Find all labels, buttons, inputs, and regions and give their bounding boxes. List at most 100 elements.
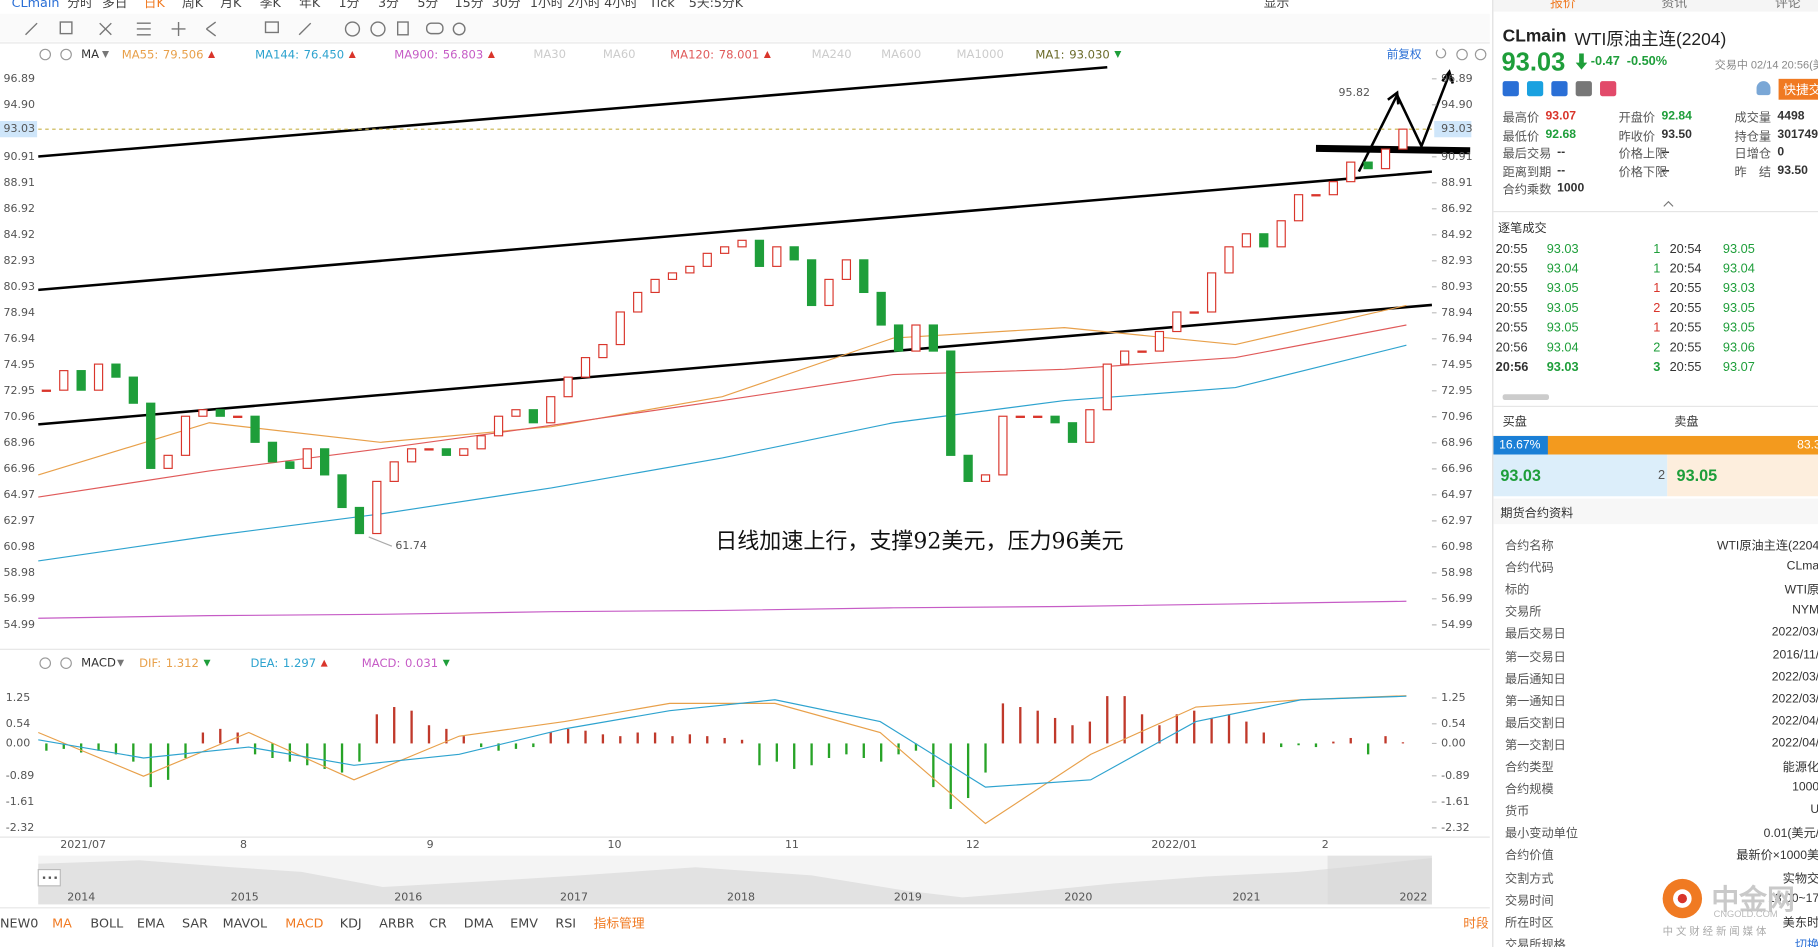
collapse	[1663, 197, 1675, 207]
period-tab[interactable]: Tick	[648, 0, 675, 11]
indicator-tab[interactable]: CR	[429, 917, 447, 932]
x-tick-label: 11	[785, 838, 799, 851]
indicator-tab[interactable]: MAVOL	[223, 917, 268, 932]
info-value: WTI原	[1784, 583, 1818, 598]
indicator-name: MACD	[81, 656, 116, 670]
indicator-manage[interactable]: 指标管理	[594, 917, 645, 932]
period-tab[interactable]: 周K	[182, 0, 204, 11]
indicator-tab[interactable]: SAR	[182, 917, 208, 932]
candle	[1189, 311, 1199, 314]
divider	[1493, 405, 1818, 407]
indicator-tab[interactable]: NEW0	[0, 917, 38, 932]
period-tab[interactable]: 季K	[260, 0, 282, 11]
y-tick-label: 80.93	[3, 280, 35, 293]
indicator-tab[interactable]: DMA	[464, 917, 494, 932]
macd-bar	[723, 737, 726, 744]
period-tab[interactable]: 年K	[299, 0, 321, 11]
candle	[285, 461, 295, 469]
info-value: 能源化	[1782, 760, 1818, 775]
stat-label: 合约乘数	[1502, 183, 1552, 198]
period-tab[interactable]: 1分	[339, 0, 360, 11]
period-tab[interactable]: 日K	[144, 0, 166, 11]
icon	[1526, 81, 1544, 97]
stat-value: 93.07	[1545, 108, 1577, 123]
stat-value: 92.68	[1545, 126, 1577, 141]
icon	[344, 21, 361, 37]
ma-line	[38, 304, 1407, 476]
quick-trade[interactable]: 快捷交	[1778, 78, 1818, 100]
candle	[1276, 220, 1286, 248]
icon	[1575, 81, 1592, 97]
indicator-tab[interactable]: MACD	[285, 917, 323, 932]
macd-bar	[827, 743, 831, 758]
indicator-tab[interactable]: KDJ	[340, 917, 362, 932]
overview-area	[38, 857, 1432, 905]
macd-bar	[410, 710, 413, 744]
macd-bar	[671, 736, 674, 744]
trade-price: 93.03	[1546, 360, 1579, 375]
indicator-tab[interactable]: MA	[52, 917, 72, 932]
session-button[interactable]: 时段	[1463, 917, 1489, 932]
x-tick-label: 12	[966, 838, 980, 851]
macd-bar	[984, 743, 987, 773]
macd-bar	[949, 743, 952, 809]
panel-tab[interactable]: 报价	[1550, 0, 1576, 11]
info-value: NYM	[1792, 603, 1818, 618]
indicator-tab[interactable]: EMA	[137, 917, 165, 932]
panel-tab[interactable]: 资讯	[1661, 0, 1687, 11]
period-tab[interactable]: 5分	[417, 0, 438, 11]
period-tab[interactable]: 3分	[378, 0, 399, 11]
candle	[215, 409, 225, 417]
stat-value: --	[1661, 162, 1670, 177]
bid-pct: 16.67%	[1499, 438, 1541, 453]
toolbar-bg	[0, 13, 1490, 42]
period-tab[interactable]: 15分	[455, 0, 484, 11]
macd-bar	[114, 743, 118, 755]
chevron[interactable]	[1663, 200, 1675, 208]
macd-line	[38, 695, 1407, 825]
period-tab[interactable]: 2小时	[567, 0, 601, 11]
trade-price: 93.05	[1722, 301, 1755, 316]
candle	[337, 474, 347, 509]
trade-time: 20:55	[1495, 281, 1528, 296]
candle	[180, 415, 191, 456]
period-tab[interactable]: 5天:5分K	[689, 0, 744, 11]
period-tab[interactable]: 30分	[492, 0, 521, 11]
candle	[372, 480, 382, 535]
period-tab[interactable]: 4小时	[604, 0, 638, 11]
period-tab[interactable]: 1小时	[530, 0, 564, 11]
indicator-tab[interactable]: EMV	[510, 917, 538, 932]
bell-icon	[1756, 81, 1771, 96]
period-tab[interactable]: 分时	[67, 0, 93, 11]
candle	[302, 448, 312, 469]
macd-bar	[1123, 696, 1126, 744]
info-label: 所在时区	[1504, 915, 1554, 930]
period-tab[interactable]: 月K	[220, 0, 242, 11]
indicator-tab[interactable]: RSI	[555, 917, 576, 932]
icon	[136, 22, 151, 36]
indicator-tab[interactable]: BOLL	[90, 917, 124, 932]
overview-window[interactable]	[1327, 855, 1432, 905]
period-tab[interactable]: 多日	[102, 0, 128, 11]
adjust-button[interactable]: 前复权	[1387, 47, 1422, 61]
macd-bar	[1019, 707, 1022, 744]
macd-bar	[1140, 714, 1144, 744]
indicator-tab[interactable]: ARBR	[379, 917, 414, 932]
display-menu[interactable]: 显示	[1264, 0, 1290, 11]
candle	[859, 259, 869, 294]
legend-inactive: MA30	[533, 47, 566, 61]
forecast-path	[1357, 73, 1451, 173]
candle	[667, 272, 678, 280]
section-bg	[1493, 498, 1818, 525]
info-label: 合约代码	[1504, 561, 1554, 576]
panel-tab[interactable]: 评论	[1775, 0, 1801, 11]
legend-value: 1.312	[166, 656, 199, 670]
y-tick-label: -2.32	[6, 821, 34, 834]
trade-time: 20:56	[1495, 360, 1529, 375]
trendline	[38, 170, 1433, 292]
y-tick-label: 54.99	[3, 618, 35, 631]
icon	[370, 21, 386, 37]
candle	[1137, 350, 1147, 353]
bid-price: 93.03	[1500, 466, 1541, 485]
logo-slogan: 中 文 财 经 新 闻 媒 体	[1662, 925, 1767, 937]
